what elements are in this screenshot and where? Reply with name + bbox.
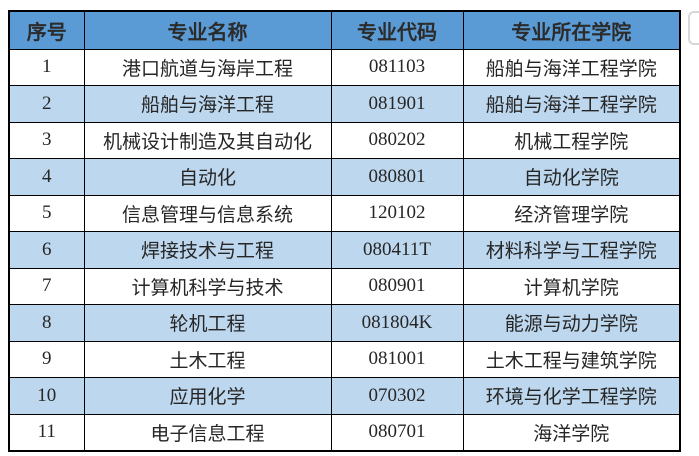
major-name-cell: 信息管理与信息系统 — [83, 194, 332, 232]
majors-table-container: 序号 专业名称 专业代码 专业所在学院 1 港口航道与海岸工程 081103 船… — [8, 10, 681, 452]
college-cell: 机械工程学院 — [462, 121, 681, 159]
header-row: 序号 专业名称 专业代码 专业所在学院 — [8, 10, 681, 50]
table-row: 9 土木工程 081001 土木工程与建筑学院 — [8, 340, 681, 378]
major-name-cell: 轮机工程 — [83, 304, 332, 342]
seq-cell: 4 — [8, 158, 85, 196]
column-header-code: 专业代码 — [330, 10, 464, 50]
major-name-cell: 港口航道与海岸工程 — [83, 48, 332, 86]
seq-cell: 11 — [8, 413, 85, 451]
college-cell: 计算机学院 — [462, 267, 681, 305]
seq-cell: 8 — [8, 304, 85, 342]
table-row: 1 港口航道与海岸工程 081103 船舶与海洋工程学院 — [8, 48, 681, 86]
seq-cell: 5 — [8, 194, 85, 232]
seq-cell: 9 — [8, 340, 85, 378]
college-cell: 船舶与海洋工程学院 — [462, 85, 681, 123]
major-code-cell: 081103 — [330, 48, 464, 86]
college-cell: 自动化学院 — [462, 158, 681, 196]
seq-cell: 1 — [8, 48, 85, 86]
partial-button[interactable] — [688, 11, 699, 45]
seq-cell: 2 — [8, 85, 85, 123]
college-cell: 海洋学院 — [462, 413, 681, 451]
college-cell: 材料科学与工程学院 — [462, 231, 681, 269]
table-row: 10 应用化学 070302 环境与化学工程学院 — [8, 377, 681, 415]
column-header-college: 专业所在学院 — [462, 10, 681, 50]
major-code-cell: 080411T — [330, 231, 464, 269]
major-name-cell: 自动化 — [83, 158, 332, 196]
table-row: 7 计算机科学与技术 080901 计算机学院 — [8, 267, 681, 305]
major-name-cell: 焊接技术与工程 — [83, 231, 332, 269]
seq-cell: 7 — [8, 267, 85, 305]
major-code-cell: 081001 — [330, 340, 464, 378]
table-row: 4 自动化 080801 自动化学院 — [8, 158, 681, 196]
major-code-cell: 070302 — [330, 377, 464, 415]
major-code-cell: 080801 — [330, 158, 464, 196]
major-code-cell: 080202 — [330, 121, 464, 159]
major-code-cell: 080701 — [330, 413, 464, 451]
table-row: 6 焊接技术与工程 080411T 材料科学与工程学院 — [8, 231, 681, 269]
major-name-cell: 应用化学 — [83, 377, 332, 415]
table-row: 5 信息管理与信息系统 120102 经济管理学院 — [8, 194, 681, 232]
college-cell: 土木工程与建筑学院 — [462, 340, 681, 378]
table-row: 8 轮机工程 081804K 能源与动力学院 — [8, 304, 681, 342]
seq-cell: 6 — [8, 231, 85, 269]
majors-table: 序号 专业名称 专业代码 专业所在学院 1 港口航道与海岸工程 081103 船… — [8, 10, 681, 452]
major-name-cell: 机械设计制造及其自动化 — [83, 121, 332, 159]
major-code-cell: 081901 — [330, 85, 464, 123]
major-code-cell: 120102 — [330, 194, 464, 232]
seq-cell: 3 — [8, 121, 85, 159]
major-name-cell: 电子信息工程 — [83, 413, 332, 451]
major-code-cell: 081804K — [330, 304, 464, 342]
table-row: 2 船舶与海洋工程 081901 船舶与海洋工程学院 — [8, 85, 681, 123]
table-row: 3 机械设计制造及其自动化 080202 机械工程学院 — [8, 121, 681, 159]
major-name-cell: 土木工程 — [83, 340, 332, 378]
college-cell: 经济管理学院 — [462, 194, 681, 232]
seq-cell: 10 — [8, 377, 85, 415]
table-row: 11 电子信息工程 080701 海洋学院 — [8, 413, 681, 451]
major-code-cell: 080901 — [330, 267, 464, 305]
major-name-cell: 计算机科学与技术 — [83, 267, 332, 305]
college-cell: 环境与化学工程学院 — [462, 377, 681, 415]
college-cell: 船舶与海洋工程学院 — [462, 48, 681, 86]
column-header-name: 专业名称 — [83, 10, 332, 50]
column-header-seq: 序号 — [8, 10, 85, 50]
major-name-cell: 船舶与海洋工程 — [83, 85, 332, 123]
college-cell: 能源与动力学院 — [462, 304, 681, 342]
